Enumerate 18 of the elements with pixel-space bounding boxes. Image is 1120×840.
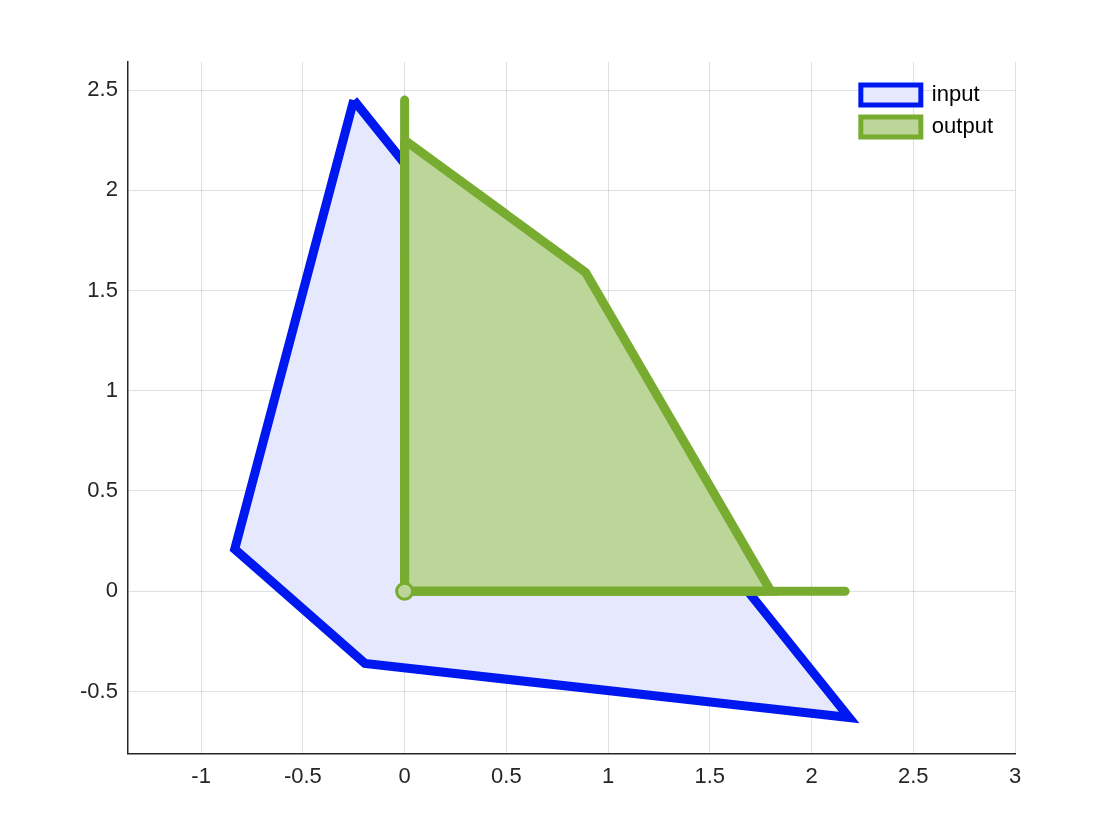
x-tick-label: -1	[191, 762, 211, 788]
y-tick-label: 1.5	[87, 276, 118, 302]
y-tick-label: 2.5	[87, 76, 118, 102]
x-tick-label: 0	[398, 762, 411, 788]
x-tick-label: 0.5	[491, 762, 522, 788]
y-tick-label: -0.5	[79, 677, 118, 703]
y-tick-label: 2	[105, 176, 118, 202]
y-tick-label: 1	[105, 376, 118, 402]
x-tick-label: 1.5	[694, 762, 726, 788]
y-tick-label: 0	[105, 577, 118, 603]
x-tick-label: 2	[805, 762, 818, 788]
y-tick-label: 0.5	[87, 477, 118, 503]
legend-label: output	[931, 113, 994, 139]
x-tick-label: 1	[601, 762, 615, 788]
x-tick-label: 2.5	[897, 762, 929, 788]
x-tick-label: 3	[1008, 762, 1022, 788]
legend-label: input	[931, 81, 980, 107]
x-tick-label: -0.5	[283, 762, 322, 788]
